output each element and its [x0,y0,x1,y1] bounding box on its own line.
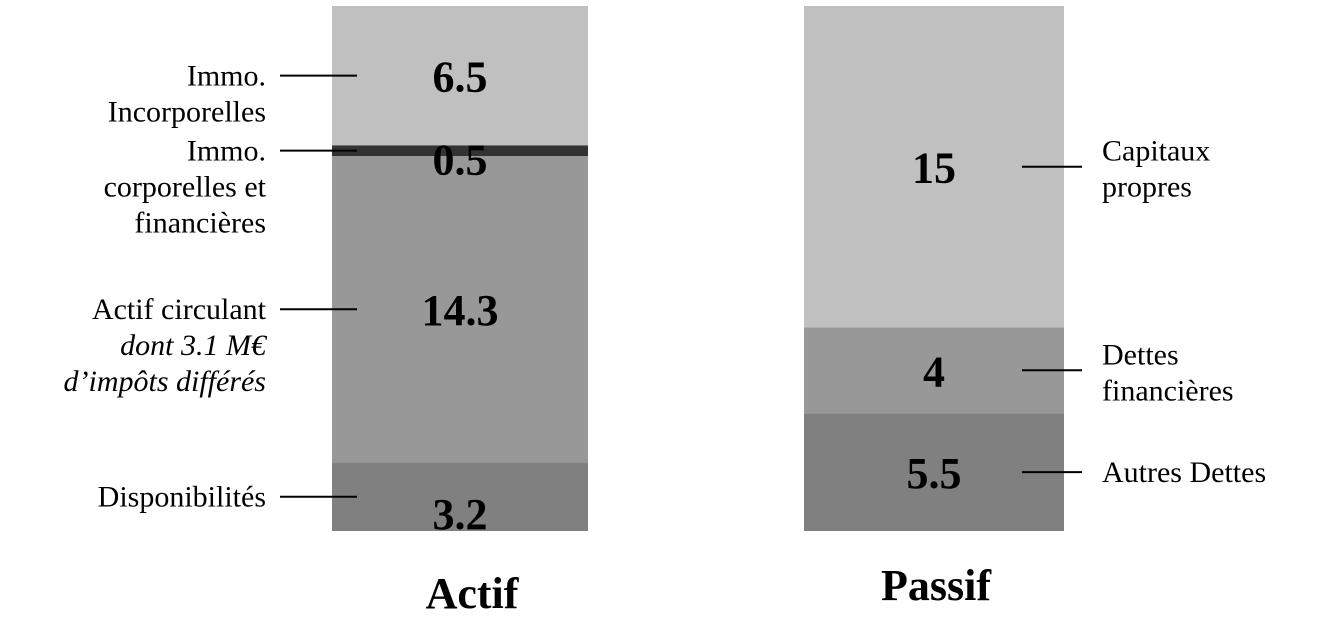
value-label-passif-autres-dettes: 5.5 [907,449,962,498]
series-label-passif-dettes-financieres-1: financières [1102,374,1234,407]
series-label-passif-capitaux-propres-0: Capitaux [1102,135,1210,168]
bar-segment-actif-actif-circulant [332,156,588,463]
note-line-actif-actif-circulant-1: dont 3.1 M€ [120,329,268,362]
series-label-actif-immo-corporelles-et-financieres-0: Immo. [187,135,266,168]
note-line-actif-actif-circulant-2: d’impôts différés [64,365,267,398]
series-label-actif-immo-corporelles-et-financieres-1: corporelles et [104,171,267,204]
series-label-passif-capitaux-propres-1: propres [1102,171,1192,204]
series-label-actif-disponibilites-0: Disponibilités [98,481,266,514]
value-label-actif-immo-corporelles-et-financieres: 0.5 [433,135,488,184]
series-label-passif-dettes-financieres-0: Dettes [1102,338,1179,371]
series-label-actif-immo-incorporelles-1: Incorporelles [108,96,266,129]
value-label-actif-immo-incorporelles: 6.5 [433,53,488,102]
bar-segment-passif-autres-dettes [804,413,1064,531]
bars-group [332,6,1064,531]
bar-segment-passif-capitaux-propres [804,6,1064,328]
series-label-actif-immo-incorporelles-0: Immo. [187,60,266,93]
series-label-actif-actif-circulant-0: Actif circulant [92,293,267,326]
series-label-passif-autres-dettes-0: Autres Dettes [1102,456,1266,489]
bar-segment-actif-immo-incorporelles [332,6,588,146]
value-label-passif-capitaux-propres: 15 [912,144,956,193]
category-label-actif: Actif [426,569,520,617]
value-label-passif-dettes-financieres: 4 [923,347,945,396]
bar-segment-actif-disponibilites [332,462,588,531]
category-label-passif: Passif [881,561,992,610]
value-label-actif-actif-circulant: 14.3 [422,286,499,335]
series-label-actif-immo-corporelles-et-financieres-2: financières [134,207,266,240]
bar-segment-actif-immo-corporelles-et-financieres [332,145,588,156]
bar-segment-passif-dettes-financieres [804,327,1064,414]
labels-group: 3.2 Disponibilités 14.3 Actif circulantdont… [64,53,1267,539]
value-label-actif-disponibilites: 3.2 [433,490,488,539]
